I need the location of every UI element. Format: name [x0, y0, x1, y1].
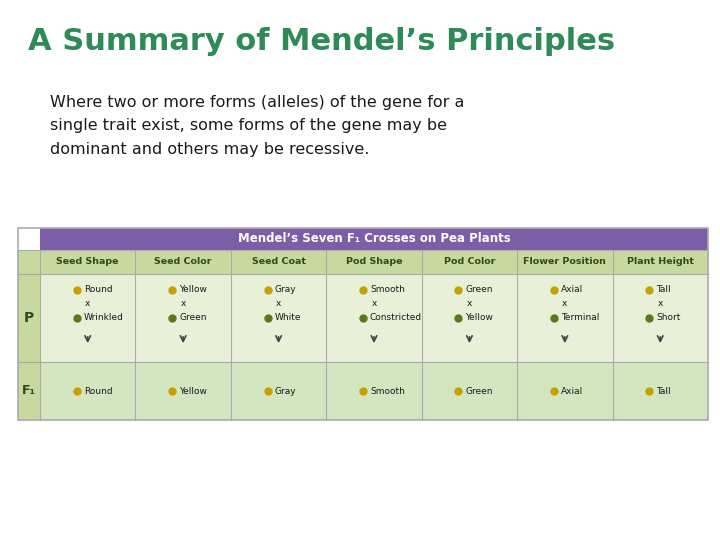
Text: x: x: [657, 300, 663, 308]
Bar: [231, 274, 326, 362]
Bar: [40, 250, 135, 274]
Text: P: P: [24, 311, 34, 325]
Text: Plant Height: Plant Height: [627, 258, 694, 267]
Bar: [613, 274, 708, 362]
Text: x: x: [85, 300, 91, 308]
Bar: [422, 274, 517, 362]
Text: Mendel’s Seven F₁ Crosses on Pea Plants: Mendel’s Seven F₁ Crosses on Pea Plants: [238, 233, 510, 246]
Text: Wrinkled: Wrinkled: [84, 314, 124, 322]
Bar: [135, 250, 231, 274]
Text: Smooth: Smooth: [370, 286, 405, 294]
Text: A Summary of Mendel’s Principles: A Summary of Mendel’s Principles: [28, 28, 615, 57]
Text: Green: Green: [179, 314, 207, 322]
Bar: [422, 362, 517, 420]
Text: Pod Color: Pod Color: [444, 258, 495, 267]
Bar: [135, 274, 231, 362]
Text: Round: Round: [84, 286, 112, 294]
Bar: [18, 228, 708, 420]
Text: Seed Color: Seed Color: [154, 258, 212, 267]
Text: Green: Green: [465, 387, 493, 395]
Text: Round: Round: [84, 387, 112, 395]
Text: Terminal: Terminal: [561, 314, 599, 322]
Bar: [517, 362, 613, 420]
Text: x: x: [181, 300, 186, 308]
Text: Pod Shape: Pod Shape: [346, 258, 402, 267]
Text: Gray: Gray: [274, 286, 296, 294]
Bar: [18, 274, 40, 362]
Text: x: x: [372, 300, 377, 308]
Text: Seed Coat: Seed Coat: [251, 258, 305, 267]
Bar: [18, 250, 40, 274]
Bar: [40, 228, 708, 250]
Text: Gray: Gray: [274, 387, 296, 395]
Bar: [613, 250, 708, 274]
Text: x: x: [562, 300, 567, 308]
Bar: [231, 362, 326, 420]
Bar: [40, 362, 135, 420]
Text: Tall: Tall: [657, 286, 671, 294]
Bar: [517, 274, 613, 362]
Text: Axial: Axial: [561, 387, 583, 395]
Text: Green: Green: [465, 286, 493, 294]
Bar: [422, 250, 517, 274]
Bar: [326, 250, 422, 274]
Bar: [231, 250, 326, 274]
Bar: [326, 274, 422, 362]
Text: Short: Short: [657, 314, 680, 322]
Text: Tall: Tall: [657, 387, 671, 395]
Bar: [326, 362, 422, 420]
Bar: [40, 274, 135, 362]
Bar: [517, 250, 613, 274]
Text: x: x: [276, 300, 282, 308]
Text: White: White: [274, 314, 301, 322]
Text: Yellow: Yellow: [179, 387, 207, 395]
Text: Smooth: Smooth: [370, 387, 405, 395]
Text: F₁: F₁: [22, 384, 36, 397]
Text: Where two or more forms (alleles) of the gene for a
single trait exist, some for: Where two or more forms (alleles) of the…: [50, 95, 464, 157]
Text: Constricted: Constricted: [370, 314, 422, 322]
Bar: [18, 362, 40, 420]
Text: Flower Position: Flower Position: [523, 258, 606, 267]
Text: Yellow: Yellow: [179, 286, 207, 294]
Text: Seed Shape: Seed Shape: [56, 258, 119, 267]
Text: x: x: [467, 300, 472, 308]
Bar: [613, 362, 708, 420]
Text: Yellow: Yellow: [465, 314, 493, 322]
Text: Axial: Axial: [561, 286, 583, 294]
Bar: [135, 362, 231, 420]
